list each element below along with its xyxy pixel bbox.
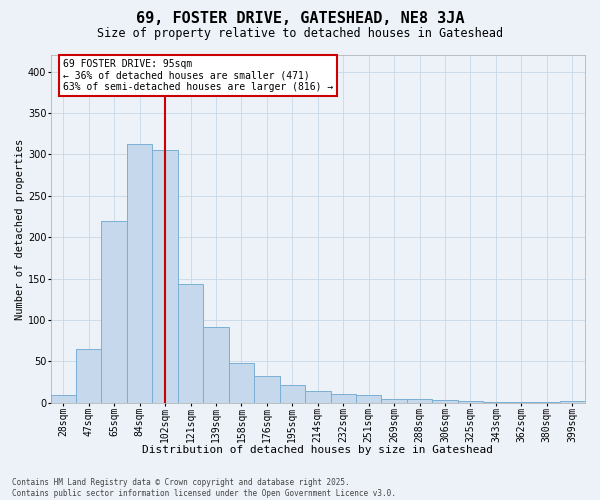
- Bar: [305, 391, 331, 403]
- Bar: [254, 376, 280, 403]
- Bar: [50, 396, 76, 403]
- Bar: [331, 394, 356, 403]
- Bar: [203, 326, 229, 403]
- Bar: [229, 363, 254, 403]
- Bar: [178, 284, 203, 403]
- Text: Size of property relative to detached houses in Gateshead: Size of property relative to detached ho…: [97, 28, 503, 40]
- Bar: [101, 220, 127, 403]
- Y-axis label: Number of detached properties: Number of detached properties: [15, 138, 25, 320]
- Bar: [509, 402, 534, 403]
- Text: 69, FOSTER DRIVE, GATESHEAD, NE8 3JA: 69, FOSTER DRIVE, GATESHEAD, NE8 3JA: [136, 11, 464, 26]
- Bar: [76, 349, 101, 403]
- Bar: [356, 394, 382, 403]
- X-axis label: Distribution of detached houses by size in Gateshead: Distribution of detached houses by size …: [142, 445, 493, 455]
- Bar: [433, 400, 458, 403]
- Bar: [483, 402, 509, 403]
- Bar: [458, 401, 483, 403]
- Bar: [534, 402, 560, 403]
- Bar: [152, 150, 178, 403]
- Bar: [382, 398, 407, 403]
- Bar: [560, 401, 585, 403]
- Bar: [407, 398, 433, 403]
- Bar: [127, 144, 152, 403]
- Text: 69 FOSTER DRIVE: 95sqm
← 36% of detached houses are smaller (471)
63% of semi-de: 69 FOSTER DRIVE: 95sqm ← 36% of detached…: [63, 59, 334, 92]
- Text: Contains HM Land Registry data © Crown copyright and database right 2025.
Contai: Contains HM Land Registry data © Crown c…: [12, 478, 396, 498]
- Bar: [280, 384, 305, 403]
